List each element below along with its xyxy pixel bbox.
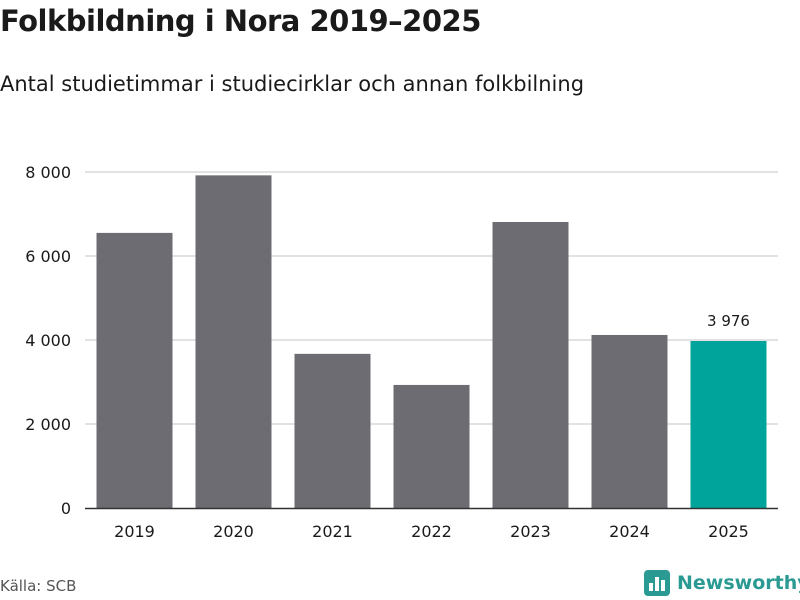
bar-2021 xyxy=(294,353,371,508)
bar-2022 xyxy=(393,384,470,508)
bar-2023 xyxy=(492,221,569,509)
x-tick-label: 2023 xyxy=(510,522,551,541)
bar-2025 xyxy=(690,341,767,508)
chart-subtitle: Antal studietimmar i studiecirklar och a… xyxy=(0,72,585,96)
data-label: 3 976 xyxy=(707,312,750,330)
chart-title: Folkbildning i Nora 2019–2025 xyxy=(0,4,481,38)
x-tick-label: 2019 xyxy=(114,522,155,541)
brand-logo: Newsworthy xyxy=(644,570,800,596)
y-tick-label: 0 xyxy=(61,499,71,518)
x-tick-label: 2021 xyxy=(312,522,353,541)
x-tick-label: 2020 xyxy=(213,522,254,541)
y-tick-label: 4 000 xyxy=(25,331,71,350)
source-note: Källa: SCB xyxy=(0,577,77,595)
newsworthy-logo-icon xyxy=(644,570,670,596)
bar-2020 xyxy=(195,175,272,509)
bar-2024 xyxy=(591,334,668,508)
x-tick-label: 2022 xyxy=(411,522,452,541)
x-tick-label: 2025 xyxy=(708,522,749,541)
bar-2019 xyxy=(96,232,173,508)
y-tick-label: 8 000 xyxy=(25,163,71,182)
x-tick-label: 2024 xyxy=(609,522,650,541)
y-tick-label: 2 000 xyxy=(25,415,71,434)
y-tick-label: 6 000 xyxy=(25,247,71,266)
brand-name: Newsworthy xyxy=(677,572,800,594)
